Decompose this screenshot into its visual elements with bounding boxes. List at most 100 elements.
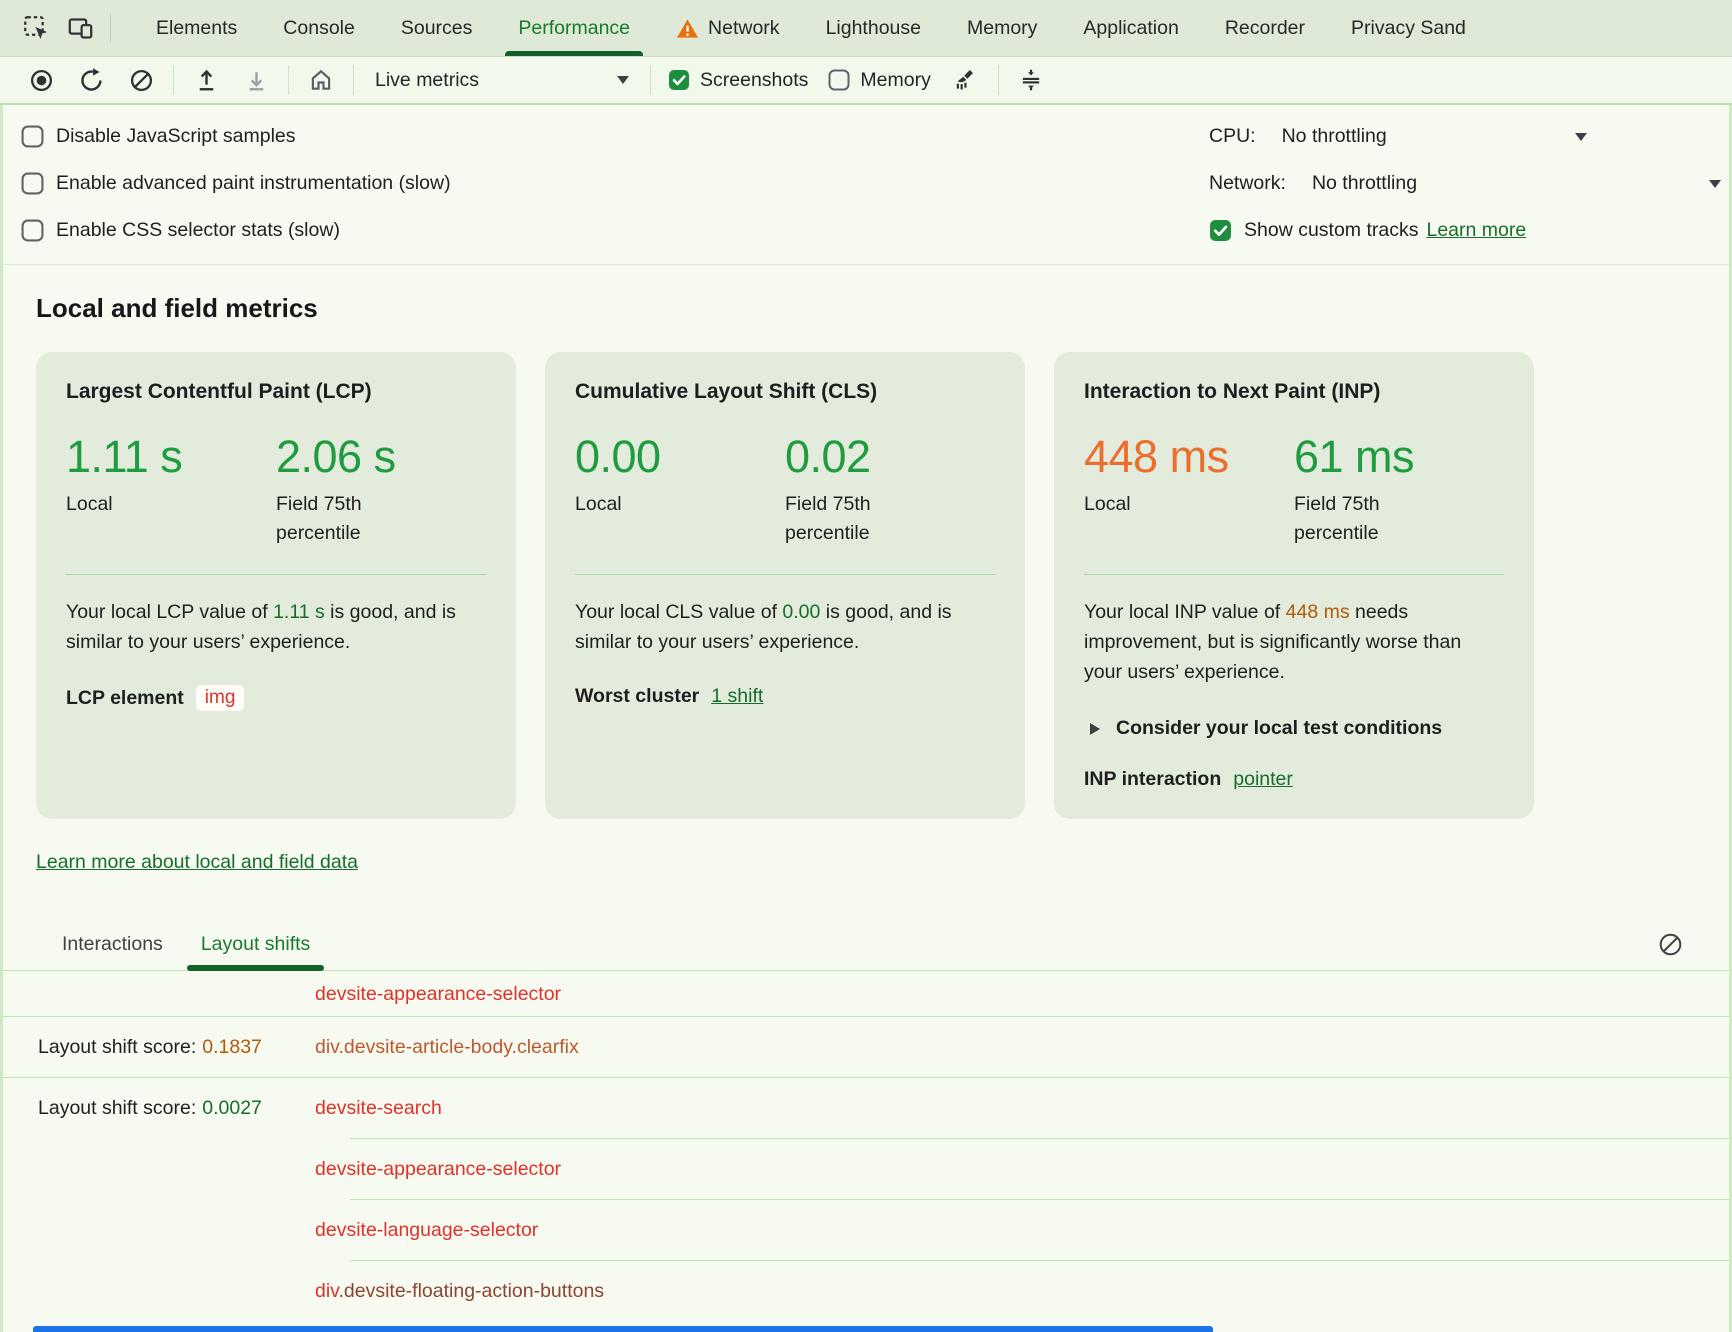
table-row: Layout shift score: 0.0027 devsite-search <box>3 1078 1729 1139</box>
lcp-element-chip[interactable]: img <box>195 685 245 711</box>
tab-lighthouse[interactable]: Lighthouse <box>825 16 921 39</box>
cpu-throttling-row: CPU: No throttling <box>1209 113 1725 160</box>
clear-button[interactable] <box>122 62 160 98</box>
field-label: Field 75th percentile <box>1294 492 1380 544</box>
table-row: devsite-appearance-selector <box>3 971 1729 1017</box>
checkbox-label: Enable advanced paint instrumentation (s… <box>56 172 451 194</box>
panel-tabs: Elements Console Sources Performance Net… <box>133 0 1489 56</box>
lcp-value-inline: 1.11 s <box>273 601 325 623</box>
tab-performance[interactable]: Performance <box>495 0 653 56</box>
layout-shifts-table: devsite-appearance-selector Layout shift… <box>3 971 1729 1322</box>
worst-cluster-label: Worst cluster <box>575 685 700 707</box>
load-profile-button[interactable] <box>187 62 225 98</box>
collapse-icon[interactable] <box>1012 62 1050 98</box>
cpu-throttling-select[interactable]: No throttling <box>1281 125 1387 147</box>
tab-recorder[interactable]: Recorder <box>1224 16 1306 39</box>
tab-sources[interactable]: Sources <box>400 16 473 39</box>
capture-settings-left: Disable JavaScript samples Enable advanc… <box>21 113 451 254</box>
local-test-conditions-expander[interactable]: Consider your local test conditions <box>1084 717 1504 740</box>
gc-broom-icon[interactable] <box>947 62 985 98</box>
expander-label: Consider your local test conditions <box>1116 717 1443 739</box>
tab-elements[interactable]: Elements <box>156 16 238 39</box>
learn-more-link[interactable]: Learn more <box>1426 219 1527 241</box>
reload-and-record-button[interactable] <box>72 62 110 98</box>
element-link[interactable]: devsite-appearance-selector <box>315 982 562 1005</box>
screenshots-checkbox[interactable]: Screenshots <box>668 69 808 92</box>
score-cell: Layout shift score: 0.0027 <box>38 1097 262 1119</box>
network-throttling-select[interactable]: No throttling <box>1311 172 1418 194</box>
element-link[interactable]: div.devsite-article-body.clearfix <box>315 1036 579 1058</box>
advanced-paint-checkbox[interactable]: Enable advanced paint instrumentation (s… <box>21 160 451 207</box>
table-row: div.devsite-floating-action-buttons <box>3 1261 1729 1322</box>
worst-cluster-row: Worst cluster 1 shift <box>575 685 995 708</box>
save-profile-button[interactable] <box>237 62 275 98</box>
learn-more-local-field-link[interactable]: Learn more about local and field data <box>36 851 358 873</box>
local-value: 448 ms <box>1084 431 1229 482</box>
tab-interactions[interactable]: Interactions <box>62 932 163 955</box>
history-dropdown[interactable]: Live metrics <box>361 69 643 92</box>
tab-application[interactable]: Application <box>1083 16 1179 39</box>
inspect-element-icon[interactable] <box>14 8 58 48</box>
metric-cards: Largest Contentful Paint (LCP) 1.11 s Lo… <box>36 352 1696 819</box>
element-link[interactable]: devsite-appearance-selector <box>315 1158 562 1180</box>
local-field-metrics: Local and field metrics Largest Contentf… <box>3 265 1729 874</box>
divider <box>1084 574 1504 575</box>
tab-privacy-sandbox[interactable]: Privacy Sand <box>1351 16 1466 39</box>
score-value: 0.0027 <box>202 1097 262 1119</box>
chevron-down-icon[interactable] <box>1575 132 1587 141</box>
card-title: Largest Contentful Paint (LCP) <box>66 380 372 403</box>
card-description: Your local CLS value of 0.00 is good, an… <box>575 601 952 653</box>
custom-tracks-row: Show custom tracks Learn more <box>1209 207 1725 254</box>
card-description: Your local LCP value of 1.11 s is good, … <box>66 601 456 653</box>
cls-value-inline: 0.00 <box>782 601 821 623</box>
element-link[interactable]: devsite-search <box>315 1097 442 1119</box>
local-label: Local <box>66 492 113 515</box>
tab-console[interactable]: Console <box>283 16 355 39</box>
field-value: 2.06 s <box>276 431 396 482</box>
capture-settings: Disable JavaScript samples Enable advanc… <box>3 105 1729 265</box>
css-selector-stats-checkbox[interactable]: Enable CSS selector stats (slow) <box>21 207 451 254</box>
device-toolbar-icon[interactable] <box>58 8 102 48</box>
home-button[interactable] <box>302 62 340 98</box>
checkbox-unchecked-icon <box>21 219 44 242</box>
field-metric: 2.06 s Field 75th percentile <box>276 432 486 548</box>
score-value: 0.1837 <box>202 1036 262 1058</box>
warning-icon <box>676 18 699 39</box>
disclosure-triangle-icon <box>1090 722 1100 735</box>
record-button[interactable] <box>22 62 60 98</box>
disable-js-samples-checkbox[interactable]: Disable JavaScript samples <box>21 113 451 160</box>
divider <box>997 65 999 95</box>
checkbox-checked-icon <box>668 69 690 91</box>
inp-interaction-link[interactable]: pointer <box>1233 768 1293 790</box>
tab-layout-shifts[interactable]: Layout shifts <box>186 918 325 971</box>
live-metrics-log: Interactions Layout shifts devsite-appea… <box>3 918 1729 1322</box>
card-description: Your local INP value of 448 ms needs imp… <box>1084 601 1462 683</box>
tab-memory[interactable]: Memory <box>966 16 1038 39</box>
local-metric: 1.11 s Local <box>66 432 276 548</box>
divider <box>575 574 995 575</box>
lcp-element-label: LCP element <box>66 686 184 709</box>
checkbox-checked-icon[interactable] <box>1209 219 1232 242</box>
table-row: devsite-appearance-selector <box>3 1139 1729 1200</box>
worst-cluster-link[interactable]: 1 shift <box>711 685 764 707</box>
log-tabs: Interactions Layout shifts <box>3 918 1729 971</box>
cpu-label: CPU: <box>1209 125 1256 147</box>
network-throttling-row: Network: No throttling <box>1209 160 1725 207</box>
clear-log-icon[interactable] <box>1658 932 1683 957</box>
element-link[interactable]: div.devsite-floating-action-buttons <box>315 1280 605 1302</box>
local-metric: 448 ms Local <box>1084 432 1294 548</box>
memory-checkbox[interactable]: Memory <box>828 69 931 92</box>
checkbox-unchecked-icon <box>21 172 44 195</box>
table-row: Layout shift score: 0.1837 div.devsite-ar… <box>3 1017 1729 1078</box>
network-label: Network: <box>1209 172 1286 194</box>
custom-tracks-label: Show custom tracks <box>1244 219 1419 241</box>
tab-network-label: Network <box>708 16 780 39</box>
tab-network[interactable]: Network <box>653 0 803 56</box>
element-link[interactable]: devsite-language-selector <box>315 1219 539 1241</box>
chevron-down-icon[interactable] <box>1709 179 1721 188</box>
performance-pane: Disable JavaScript samples Enable advanc… <box>0 105 1732 1332</box>
lcp-card: Largest Contentful Paint (LCP) 1.11 s Lo… <box>36 352 516 819</box>
section-heading: Local and field metrics <box>36 293 318 323</box>
card-title: Cumulative Layout Shift (CLS) <box>575 380 878 403</box>
